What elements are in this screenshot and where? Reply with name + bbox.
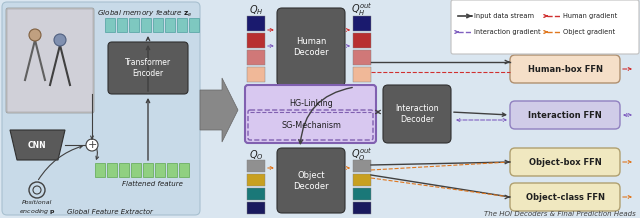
Bar	[247, 160, 265, 172]
Circle shape	[86, 139, 98, 151]
Text: Global memory feature $\mathbf{z}_e$: Global memory feature $\mathbf{z}_e$	[97, 7, 193, 19]
Bar	[165, 18, 175, 32]
Bar	[353, 16, 371, 31]
Bar	[143, 163, 153, 177]
Bar	[247, 16, 265, 31]
FancyBboxPatch shape	[510, 148, 620, 176]
Bar	[129, 18, 139, 32]
Bar	[153, 18, 163, 32]
Text: Input data stream: Input data stream	[474, 13, 534, 19]
Text: Object-class FFN: Object-class FFN	[525, 192, 605, 201]
Text: Human gradient: Human gradient	[563, 13, 617, 19]
Text: $Q_O$: $Q_O$	[248, 148, 264, 162]
Bar	[353, 188, 371, 200]
Bar	[95, 163, 105, 177]
Bar	[353, 67, 371, 82]
Bar	[353, 50, 371, 65]
Bar	[353, 160, 371, 172]
FancyBboxPatch shape	[248, 110, 373, 140]
Bar	[189, 18, 199, 32]
Text: CNN: CNN	[28, 140, 46, 150]
FancyBboxPatch shape	[6, 8, 94, 113]
Bar	[179, 163, 189, 177]
Text: Object gradient: Object gradient	[563, 29, 615, 35]
Text: The HOI Decoders & Final Prediction Heads: The HOI Decoders & Final Prediction Head…	[484, 211, 636, 217]
Text: Interaction
Decoder: Interaction Decoder	[395, 104, 439, 124]
Bar	[247, 188, 265, 200]
FancyBboxPatch shape	[277, 8, 345, 86]
Bar	[353, 174, 371, 186]
Text: Human-box FFN: Human-box FFN	[527, 65, 602, 73]
Polygon shape	[10, 130, 65, 160]
Bar	[247, 50, 265, 65]
FancyBboxPatch shape	[510, 101, 620, 129]
Bar	[107, 163, 117, 177]
FancyBboxPatch shape	[451, 0, 639, 54]
FancyBboxPatch shape	[2, 2, 200, 215]
Text: Positional
encoding $\mathbf{p}$: Positional encoding $\mathbf{p}$	[19, 200, 56, 216]
Bar	[247, 67, 265, 82]
Bar	[167, 163, 177, 177]
Bar	[155, 163, 165, 177]
Bar	[131, 163, 141, 177]
Text: Transformer
Encoder: Transformer Encoder	[125, 58, 171, 78]
Text: Human
Decoder: Human Decoder	[293, 37, 329, 57]
Text: $Q_O^{out}$: $Q_O^{out}$	[351, 146, 373, 164]
Text: Flattened feature: Flattened feature	[122, 181, 182, 187]
Text: +: +	[87, 140, 97, 150]
Text: $Q_H^{out}$: $Q_H^{out}$	[351, 2, 373, 18]
FancyBboxPatch shape	[383, 85, 451, 143]
Bar	[141, 18, 151, 32]
Text: $Q_H$: $Q_H$	[249, 3, 263, 17]
Bar	[177, 18, 187, 32]
FancyBboxPatch shape	[108, 42, 188, 94]
Circle shape	[29, 29, 41, 41]
Text: Object-box FFN: Object-box FFN	[529, 157, 602, 167]
Bar	[7, 9, 93, 112]
Text: Global Feature Extractor: Global Feature Extractor	[67, 209, 153, 215]
Text: Object
Decoder: Object Decoder	[293, 171, 329, 191]
Text: Interaction FFN: Interaction FFN	[528, 111, 602, 119]
Bar	[119, 163, 129, 177]
Bar	[247, 174, 265, 186]
FancyBboxPatch shape	[277, 148, 345, 213]
Bar	[105, 18, 115, 32]
Bar	[353, 202, 371, 214]
Polygon shape	[200, 78, 238, 142]
FancyBboxPatch shape	[510, 183, 620, 211]
Bar	[247, 33, 265, 48]
FancyBboxPatch shape	[510, 55, 620, 83]
Bar	[117, 18, 127, 32]
Circle shape	[54, 34, 66, 46]
Bar	[353, 33, 371, 48]
FancyBboxPatch shape	[245, 85, 376, 143]
Text: HG-Linking: HG-Linking	[289, 99, 333, 107]
Text: SG-Mechanism: SG-Mechanism	[281, 121, 341, 129]
Bar	[247, 202, 265, 214]
Text: Interaction gradient: Interaction gradient	[474, 29, 541, 35]
